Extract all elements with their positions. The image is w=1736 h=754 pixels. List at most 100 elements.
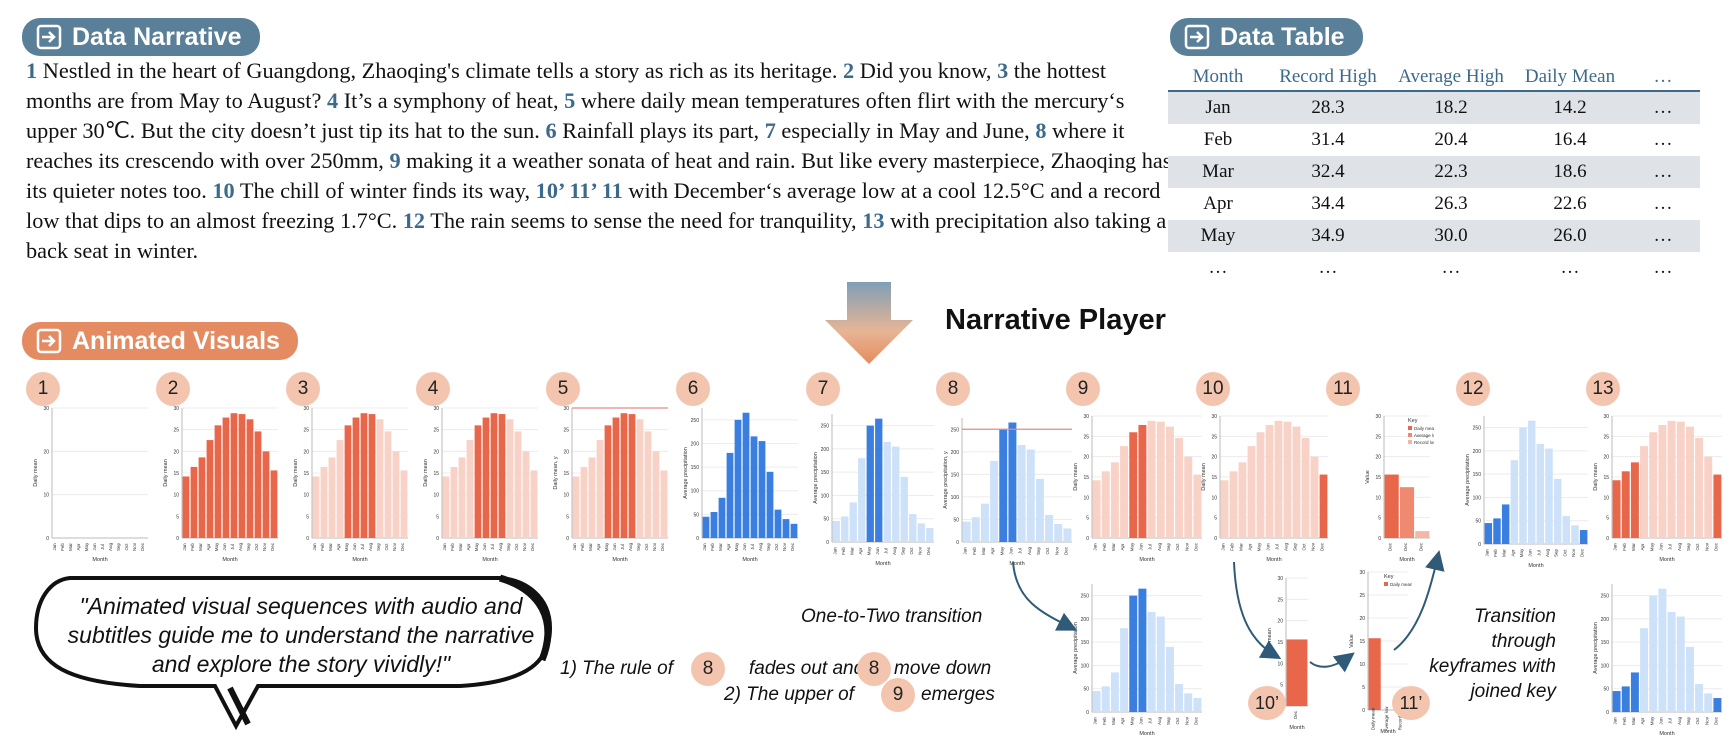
bar [1630,672,1639,712]
x-tick-label: Apr [466,543,471,551]
bar [1579,530,1588,544]
bar [750,436,758,538]
x-tick-label: May [1129,542,1134,551]
chart-11-svg: 0 5 10 15 20 25 30 Dec Dec Dec Month Value Key Daily … [1365,414,1434,563]
x-tick-label: Dec [1403,542,1408,551]
bar [1667,420,1676,538]
bar [1193,698,1202,712]
bar [1035,478,1044,542]
x-tick-label: Feb [580,543,585,551]
table-cell: 26.3 [1434,193,1468,214]
x-tick-label: Apr [1120,543,1125,551]
x-tick-label: Nov [652,542,657,551]
sentence-text: Did you know, [854,58,998,83]
x-tick-label: Record low [1397,707,1402,730]
bar [344,425,352,538]
table-row: Jan 28.3 18.2 14.2… [1168,91,1700,124]
chart-13-upper-svg: 0 5 10 15 20 25 30 Jan Feb Mar Apr May Jun Jul Aug Sep O… [1593,414,1722,563]
y-tick-label: 5 [566,514,569,520]
narrative-title: Data Narrative [72,22,242,51]
step-badge: 10 [1196,372,1230,406]
x-tick-label: Jun [1658,717,1663,725]
x-tick-label: Sep [1166,717,1171,726]
y-tick-label: 0 [1362,708,1365,714]
x-tick-label: Oct [1562,549,1567,557]
bar [1685,426,1694,538]
y-axis-title: Value [1365,470,1371,484]
x-tick-label: Feb [1230,543,1235,551]
x-tick-label: Jul [1148,718,1153,724]
x-tick-label: Jul [100,544,105,550]
y-tick-label: 30 [1375,414,1381,420]
y-tick-label: 30 [563,406,569,412]
bar [320,466,328,538]
x-tick-label: Dec [1320,542,1325,551]
bar [628,414,636,538]
x-tick-label: Oct [384,543,389,551]
table-header-cell: … [1626,64,1700,92]
bar [1138,588,1147,712]
bar [1156,421,1165,538]
y-tick-label: 25 [1603,434,1609,440]
y-tick-label: 0 [1606,710,1609,716]
y-tick-label: 250 [821,424,830,430]
y-tick-label: 30 [433,406,439,412]
y-axis-title: Daily mean [423,459,429,487]
x-tick-label: Aug [1677,543,1682,552]
bar [588,457,596,538]
x-tick-label: Aug [1157,717,1162,726]
bar [774,509,782,538]
y-tick-label: 20 [1603,455,1609,461]
x-tick-label: Dec [1713,542,1718,551]
x-tick-label: Nov [917,546,922,555]
y-tick-label: 25 [1083,434,1089,440]
x-tick-label: May [1649,542,1654,551]
bar [352,417,360,538]
x-tick-label: Sep [1554,549,1559,558]
table-cell: … [1626,91,1700,124]
y-tick-label: 0 [46,536,49,542]
table-row: May 34.9 30.0 26.0… [1168,220,1700,252]
x-tick-label: Mar [981,547,986,555]
bar [866,425,874,542]
badge-inline-8b: 8 [857,652,891,686]
x-tick-label: Jul [620,544,625,550]
x-tick-label: Jan [1613,717,1618,725]
y-axis-title: Daily mean [1593,463,1599,491]
sentence-number: 8 [1035,118,1047,143]
x-tick-label: Jul [1668,544,1673,550]
x-tick-label: Feb [1102,717,1107,725]
x-tick-label: Jan [1221,543,1226,551]
y-tick-label: 20 [173,449,179,455]
y-tick-label: 150 [951,472,960,478]
legend-swatch [1408,426,1412,430]
bar [1156,616,1165,712]
legend-swatch [1384,582,1388,586]
y-tick-label: 200 [691,441,700,447]
bar [909,514,917,542]
table-cell: … [1653,193,1673,214]
y-tick-label: 30 [173,406,179,412]
x-tick-label: Jun [1008,547,1013,555]
x-tick-label: Jun [222,543,227,551]
y-tick-label: 15 [1211,475,1217,481]
x-tick-label: Dec [1713,716,1718,725]
y-tick-label: 0 [1214,536,1217,542]
bar [702,516,710,538]
chart-10-svg: 0 5 10 15 20 25 30 Jan Feb Mar Apr May Jun Jul Aug Sep O… [1201,414,1328,563]
y-tick-label: 10 [303,493,309,499]
transition-note-line: through [1491,631,1556,652]
x-tick-label: Dec [1193,542,1198,551]
x-axis-title: Month [612,557,627,563]
bar [1612,691,1621,712]
x-tick-label: Jun [1528,549,1533,557]
x-axis-title: Month [482,557,497,563]
sentence-number: 12 [402,208,426,233]
bar [1286,639,1308,706]
bar [734,419,742,538]
y-axis-title: Value [1349,634,1355,648]
step-badge: 9 [1066,372,1100,406]
bar [900,476,908,542]
x-axis-title: Month [222,557,237,563]
y-tick-label: 200 [951,450,960,456]
